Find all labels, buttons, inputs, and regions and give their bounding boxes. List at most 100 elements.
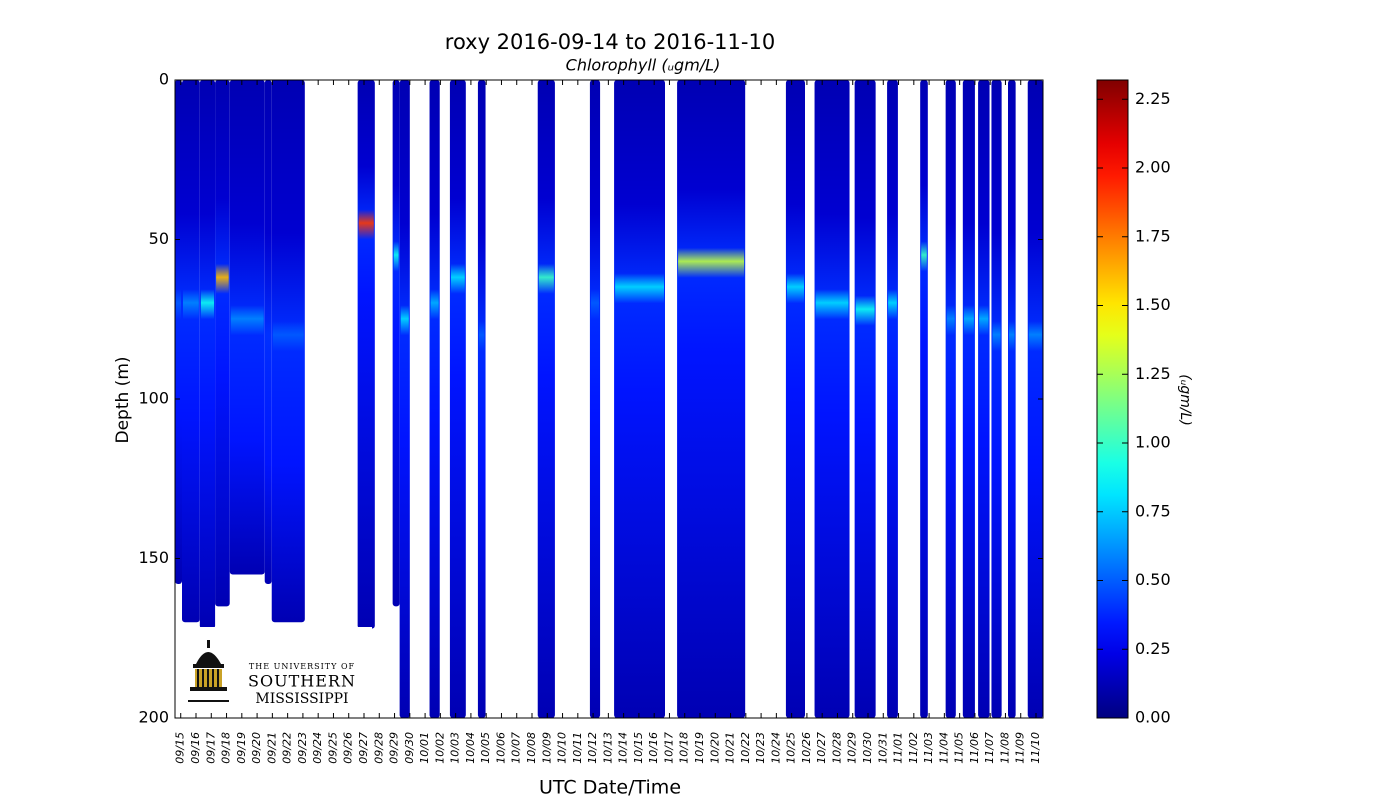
x-tick-label: 10/05 bbox=[479, 732, 492, 764]
chart-title: roxy 2016-09-14 to 2016-11-10 bbox=[445, 30, 775, 54]
x-tick-label: 09/29 bbox=[388, 732, 401, 764]
colorbar-tick-label: 0.75 bbox=[1135, 501, 1171, 520]
x-tick-label: 10/21 bbox=[724, 732, 737, 764]
x-axis-label: UTC Date/Time bbox=[539, 777, 681, 799]
x-tick-label: 09/23 bbox=[296, 732, 309, 764]
x-tick-label: 09/17 bbox=[204, 732, 217, 764]
x-tick-label: 10/17 bbox=[662, 732, 675, 764]
logo-line2: SOUTHERN bbox=[248, 672, 356, 691]
x-tick-label: 11/10 bbox=[1029, 732, 1042, 764]
colorbar-tick-label: 0.25 bbox=[1135, 639, 1171, 658]
x-tick-label: 10/18 bbox=[678, 732, 691, 764]
profile-stripe bbox=[978, 80, 990, 718]
x-tick-label: 11/08 bbox=[998, 732, 1011, 764]
profile-stripe bbox=[785, 80, 805, 718]
chlorophyll-peak bbox=[590, 289, 600, 320]
chlorophyll-peak bbox=[615, 273, 664, 304]
x-tick-label: 09/25 bbox=[326, 732, 339, 764]
chlorophyll-peak bbox=[963, 305, 974, 336]
colorbar-label: (ᵤgm/L) bbox=[1177, 374, 1193, 426]
x-tick-label: 10/31 bbox=[876, 732, 889, 764]
chlorophyll-peak bbox=[450, 263, 465, 294]
chlorophyll-peak bbox=[888, 289, 897, 320]
x-tick-label: 10/12 bbox=[586, 732, 599, 764]
x-tick-label: 10/07 bbox=[510, 732, 523, 764]
x-tick-label: 11/02 bbox=[907, 732, 920, 764]
colorbar-tick-label: 1.25 bbox=[1135, 364, 1171, 383]
x-tick-label: 11/01 bbox=[892, 732, 905, 764]
x-tick-label: 09/19 bbox=[235, 732, 248, 764]
chlorophyll-peak bbox=[921, 241, 927, 272]
colorbar-tick-label: 0.00 bbox=[1135, 708, 1171, 727]
chlorophyll-peak bbox=[200, 289, 215, 320]
x-tick-label: 09/18 bbox=[220, 732, 233, 764]
logo-line3: MISSISSIPPI bbox=[255, 691, 348, 707]
profile-stripe bbox=[991, 80, 1002, 718]
chlorophyll-peak bbox=[265, 321, 271, 352]
x-tick-label: 10/23 bbox=[754, 732, 767, 764]
x-tick-label: 09/28 bbox=[372, 732, 385, 764]
x-tick-label: 09/30 bbox=[403, 732, 416, 764]
axes-frame bbox=[174, 79, 1044, 719]
x-tick-label: 10/02 bbox=[433, 732, 446, 764]
x-tick-label: 10/01 bbox=[418, 732, 431, 764]
y-tick-label: 200 bbox=[138, 708, 169, 727]
colorbar-tick-label: 2.25 bbox=[1135, 89, 1171, 108]
x-tick-label: 11/09 bbox=[1014, 732, 1027, 764]
colorbar-tick-label: 1.00 bbox=[1135, 433, 1171, 452]
chlorophyll-peak bbox=[230, 305, 264, 336]
profile-stripe bbox=[854, 80, 876, 718]
chart-subtitle: Chlorophyll (ᵤgm/L) bbox=[566, 56, 721, 75]
colorbar-tick-label: 1.75 bbox=[1135, 226, 1171, 245]
x-tick-label: 10/03 bbox=[449, 732, 462, 764]
x-tick-label: 10/30 bbox=[861, 732, 874, 764]
y-tick-label: 0 bbox=[159, 70, 169, 89]
profile-stripe bbox=[1008, 80, 1016, 718]
x-tick-label: 10/28 bbox=[830, 732, 843, 764]
profile-stripe bbox=[199, 80, 216, 629]
chlorophyll-peak bbox=[358, 209, 374, 240]
profile-stripe bbox=[945, 80, 956, 718]
colorbar bbox=[1096, 79, 1129, 719]
profile-stripe bbox=[429, 80, 440, 718]
chlorophyll-peak bbox=[1028, 321, 1042, 352]
chlorophyll-peak bbox=[678, 247, 745, 278]
x-tick-label: 10/04 bbox=[464, 732, 477, 764]
x-tick-label: 10/24 bbox=[769, 732, 782, 764]
logo: THE UNIVERSITY OF SOUTHERN MISSISSIPPI bbox=[175, 627, 372, 718]
chlorophyll-peak bbox=[855, 295, 875, 326]
chlorophyll-peak bbox=[538, 263, 554, 294]
x-tick-label: 11/05 bbox=[953, 732, 966, 764]
chlorophyll-peak bbox=[176, 289, 181, 320]
x-tick-label: 09/24 bbox=[311, 732, 324, 764]
chlorophyll-peak bbox=[979, 305, 989, 336]
profile-stripe bbox=[614, 80, 665, 718]
profile-stripe bbox=[677, 80, 746, 718]
x-tick-label: 11/06 bbox=[968, 732, 981, 764]
x-tick-label: 11/03 bbox=[922, 732, 935, 764]
chlorophyll-peak bbox=[216, 263, 229, 294]
y-tick-label: 50 bbox=[149, 229, 169, 248]
chlorophyll-peak bbox=[183, 289, 199, 320]
logo-line1: THE UNIVERSITY OF bbox=[249, 662, 355, 671]
x-tick-label: 10/27 bbox=[815, 732, 828, 764]
y-axis-label: Depth (m) bbox=[113, 356, 133, 443]
profile-stripe bbox=[962, 80, 975, 718]
chlorophyll-peak bbox=[272, 321, 304, 352]
x-tick-label: 09/15 bbox=[174, 732, 187, 764]
plot-area bbox=[175, 80, 1043, 718]
x-tick-label: 10/19 bbox=[693, 732, 706, 764]
chlorophyll-peak bbox=[393, 241, 399, 272]
x-tick-label: 10/06 bbox=[494, 732, 507, 764]
chlorophyll-peak bbox=[1009, 321, 1015, 352]
logo-dome bbox=[188, 640, 229, 702]
profile-stripe bbox=[175, 80, 182, 585]
colorbar-tick-label: 0.50 bbox=[1135, 570, 1171, 589]
chlorophyll-peak bbox=[815, 289, 849, 320]
chlorophyll-peak bbox=[430, 289, 439, 320]
x-tick-label: 11/07 bbox=[983, 732, 996, 764]
profile-stripe bbox=[449, 80, 466, 718]
colorbar-tick-label: 1.50 bbox=[1135, 295, 1171, 314]
profile-stripe bbox=[589, 80, 601, 718]
